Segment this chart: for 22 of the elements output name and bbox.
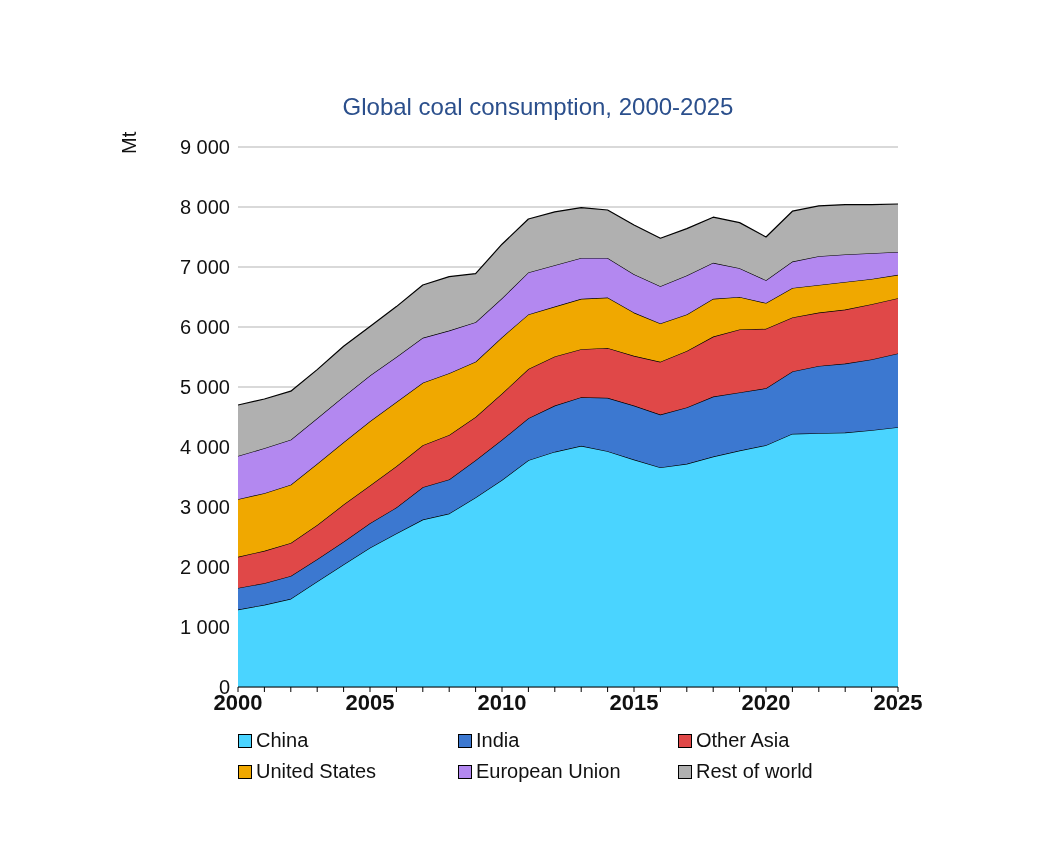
x-tick-label: 2005 — [345, 689, 395, 715]
legend-label: China — [256, 729, 309, 752]
legend-label: Other Asia — [696, 729, 790, 752]
y-tick-label: 6 000 — [179, 316, 230, 339]
y-tick-label: 4 000 — [179, 436, 230, 459]
x-tick-label: 2025 — [873, 689, 923, 715]
x-tick-label: 2020 — [741, 689, 791, 715]
y-tick-label: 3 000 — [179, 496, 230, 519]
y-tick-label: 8 000 — [179, 196, 230, 219]
y-axis-title: Mt — [118, 131, 141, 154]
legend-label: India — [476, 729, 520, 752]
legend-label: European Union — [476, 760, 621, 783]
x-tick-label: 2015 — [609, 689, 659, 715]
legend-label: United States — [256, 760, 377, 783]
chart-title: Global coal consumption, 2000-2025 — [341, 93, 735, 121]
y-tick-label: 9 000 — [179, 136, 230, 159]
y-tick-label: 2 000 — [179, 556, 230, 579]
legend-label: Rest of world — [696, 760, 813, 783]
y-tick-label: 1 000 — [179, 616, 230, 639]
y-tick-label: 7 000 — [179, 256, 230, 279]
x-tick-label: 2010 — [477, 689, 527, 715]
y-tick-label: 5 000 — [179, 376, 230, 399]
